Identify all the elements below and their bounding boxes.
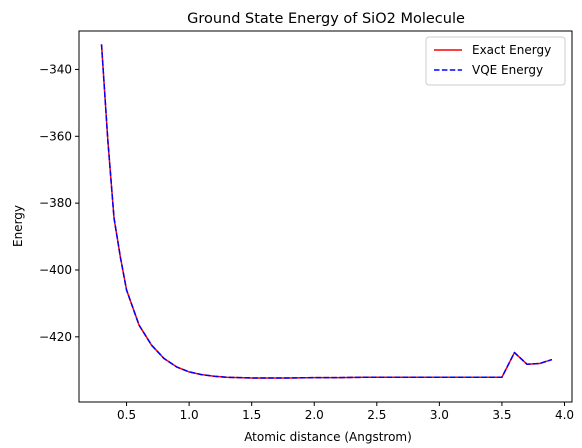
- legend-label: Exact Energy: [472, 43, 551, 57]
- x-tick-label: 1.5: [242, 408, 261, 422]
- y-tick-label: −420: [39, 330, 72, 344]
- y-tick-label: −380: [39, 196, 72, 210]
- y-tick-label: −400: [39, 263, 72, 277]
- chart-title: Ground State Energy of SiO2 Molecule: [187, 11, 465, 27]
- plot-area: [78, 30, 573, 403]
- y-axis: −340 −360 −380 −400 −420: [39, 62, 79, 344]
- x-tick-label: 1.0: [180, 408, 199, 422]
- x-axis-label: Atomic distance (Angstrom): [244, 430, 412, 444]
- series-line-vqe-energy: [100, 44, 553, 379]
- x-axis: 0.5 1.0 1.5 2.0 2.5 3.0 3.5 4.0: [117, 402, 574, 422]
- y-axis-label: Energy: [11, 205, 25, 247]
- legend-label: VQE Energy: [472, 63, 543, 77]
- x-tick-label: 2.5: [367, 408, 386, 422]
- y-tick-label: −340: [39, 62, 72, 76]
- y-tick-label: −360: [39, 129, 72, 143]
- x-tick-label: 3.5: [492, 408, 511, 422]
- x-tick-label: 4.0: [555, 408, 574, 422]
- x-tick-label: 0.5: [117, 408, 136, 422]
- x-tick-label: 3.0: [430, 408, 449, 422]
- series-layer: [100, 44, 553, 379]
- x-tick-label: 2.0: [305, 408, 324, 422]
- legend-box: [425, 36, 566, 86]
- legend: Exact Energy VQE Energy: [425, 36, 566, 86]
